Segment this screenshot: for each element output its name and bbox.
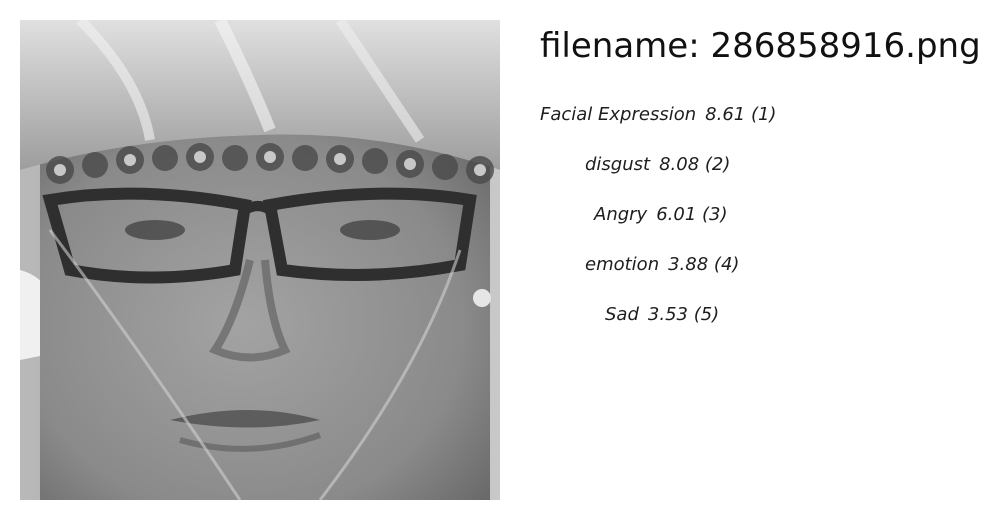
- label-name: disgust: [585, 154, 651, 175]
- label-name: Angry: [594, 204, 648, 225]
- label-name: Sad: [605, 304, 639, 325]
- label-score: 8.61: [705, 104, 746, 125]
- label-name: Facial Expression: [540, 104, 697, 125]
- label-score: 3.88: [668, 254, 709, 275]
- label-row: Angry 6.01 (3): [594, 200, 728, 230]
- label-rank: (2): [704, 154, 731, 175]
- label-rank: (3): [702, 204, 728, 225]
- label-score: 3.53: [647, 304, 688, 325]
- label-row: Sad 3.53 (5): [605, 300, 719, 330]
- label-rank: (1): [750, 104, 777, 125]
- label-row: Facial Expression 8.61 (1): [540, 100, 776, 130]
- face-photo: [20, 20, 500, 500]
- label-name: emotion: [585, 254, 660, 275]
- face-photo-illustration: [20, 20, 500, 500]
- label-rank: (4): [713, 254, 740, 275]
- label-row: emotion 3.88 (4): [585, 250, 739, 280]
- label-rank: (5): [693, 304, 720, 325]
- filename-heading: filename: 286858916.png: [540, 26, 981, 66]
- label-score: 8.08: [659, 154, 700, 175]
- label-score: 6.01: [656, 204, 697, 225]
- label-row: disgust 8.08 (2): [585, 150, 730, 180]
